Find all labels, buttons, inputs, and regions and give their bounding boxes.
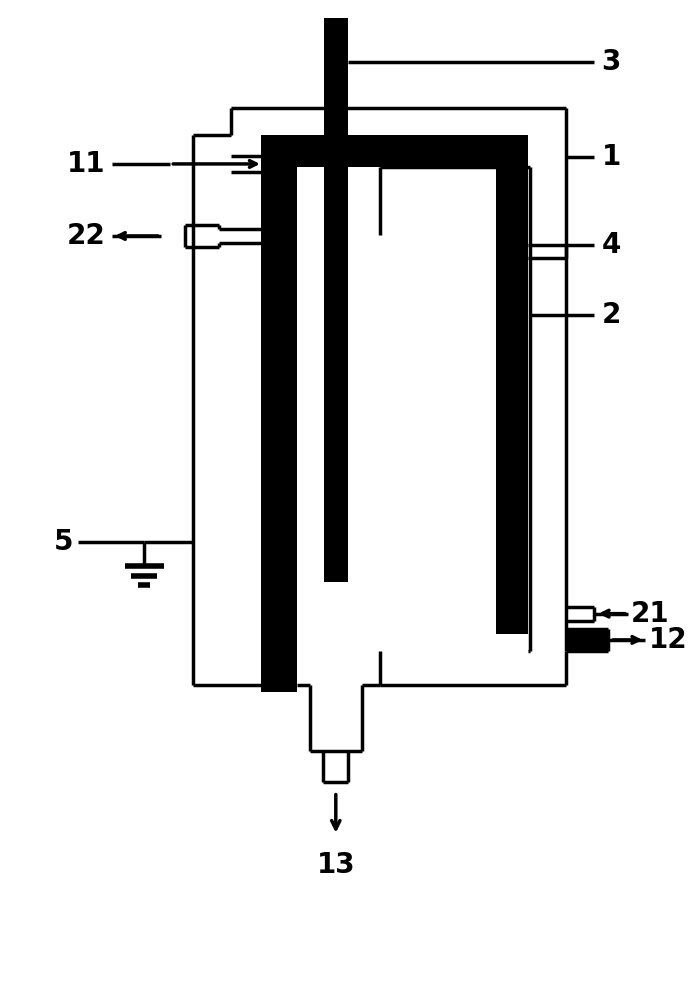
Text: 21: 21 [631,599,670,628]
Text: 4: 4 [602,231,621,259]
Text: 1: 1 [602,143,621,171]
Text: 13: 13 [316,851,355,879]
Bar [261,134,297,693]
Text: 3: 3 [602,48,621,76]
Bar [496,167,527,634]
Bar [567,629,608,650]
Text: 5: 5 [53,528,73,555]
Text: 11: 11 [66,150,105,178]
Text: 2: 2 [602,301,621,329]
Bar [324,18,348,583]
Text: 22: 22 [66,222,105,250]
Bar [261,134,527,167]
Text: 12: 12 [650,626,688,654]
